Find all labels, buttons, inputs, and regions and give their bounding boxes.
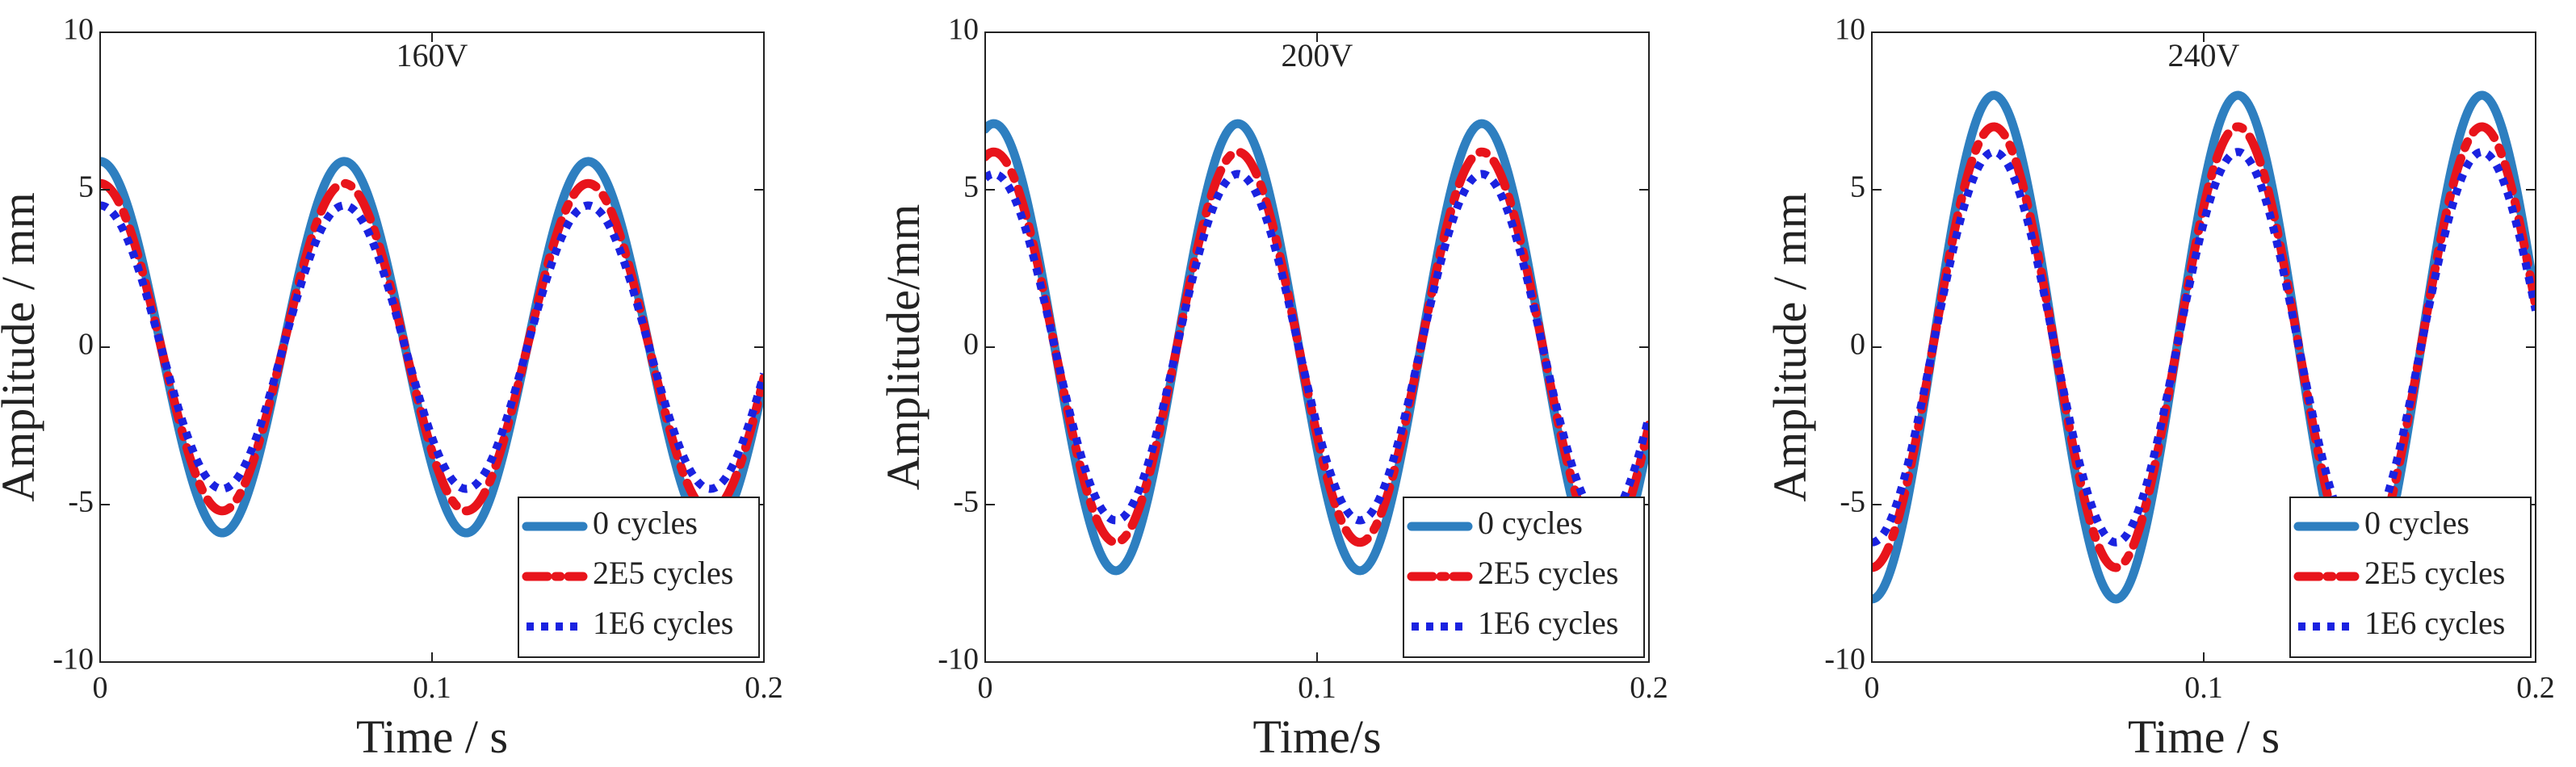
panel-title: 160V xyxy=(396,37,468,73)
y-tick-label: -10 xyxy=(938,643,979,677)
legend-label: 0 cycles xyxy=(593,505,698,541)
x-tick-label: 0.1 xyxy=(2184,671,2223,705)
series-line-chart-data.2.series.1 xyxy=(1872,122,2536,572)
x-tick-label: 0 xyxy=(978,671,993,705)
x-axis-label: Time/s xyxy=(1252,710,1381,763)
series-group xyxy=(985,119,1649,576)
legend-label: 2E5 cycles xyxy=(2364,555,2505,591)
y-tick-label: 5 xyxy=(963,170,979,204)
legend: 0 cycles 2E5 cycles 1E6 cycles xyxy=(2289,497,2532,658)
series-line-chart-data.0.series.2 xyxy=(100,201,764,493)
legend: 0 cycles 2E5 cycles 1E6 cycles xyxy=(518,497,760,658)
legend-label: 1E6 cycles xyxy=(2364,605,2505,641)
legend-label: 2E5 cycles xyxy=(1478,555,1618,591)
y-tick-label: -10 xyxy=(52,643,94,677)
x-tick-label: 0.2 xyxy=(2516,671,2555,705)
y-axis-label: Amplitude/mm xyxy=(877,204,929,490)
legend: 0 cycles 2E5 cycles 1E6 cycles xyxy=(1403,497,1645,658)
y-tick-label: 10 xyxy=(63,13,94,47)
y-tick-label: -5 xyxy=(1840,485,1865,519)
legend-label: 0 cycles xyxy=(1478,505,1583,541)
y-tick-label: 0 xyxy=(963,328,979,362)
legend-label: 1E6 cycles xyxy=(593,605,733,641)
x-axis-label: Time / s xyxy=(356,710,508,763)
y-tick-label: 0 xyxy=(1850,328,1865,362)
panel-title: 200V xyxy=(1282,37,1353,73)
y-tick-label: -5 xyxy=(68,485,94,519)
x-tick-label: 0.2 xyxy=(745,671,783,705)
chart-panel-1: -10 -5 0 5 10 0 0.1 0.2 160V Time / s Amplitude / … xyxy=(0,13,783,763)
legend-label: 1E6 cycles xyxy=(1478,605,1618,641)
x-tick-label: 0 xyxy=(1865,671,1880,705)
chart-panel-3: -10 -5 0 5 10 0 0.1 0.2 240V Time / s Amplitude / … xyxy=(1764,13,2555,763)
series-group xyxy=(100,157,764,538)
y-tick-label: 0 xyxy=(78,328,94,362)
chart-panel-2: -10 -5 0 5 10 0 0.1 0.2 200V Time/s Amplitude/mm 0 … xyxy=(877,13,1668,763)
legend-label: 2E5 cycles xyxy=(593,555,733,591)
x-tick-label: 0 xyxy=(93,671,108,705)
y-axis-label: Amplitude / mm xyxy=(0,192,44,501)
x-tick-label: 0.2 xyxy=(1630,671,1668,705)
y-tick-label: 10 xyxy=(948,13,979,47)
series-line-chart-data.1.series.1 xyxy=(985,147,1649,547)
y-tick-label: 5 xyxy=(1850,170,1865,204)
y-tick-label: -10 xyxy=(1824,643,1865,677)
series-line-chart-data.2.series.2 xyxy=(1872,148,2536,547)
x-tick-label: 0.1 xyxy=(1298,671,1336,705)
x-tick-label: 0.1 xyxy=(413,671,451,705)
y-axis-label: Amplitude / mm xyxy=(1764,192,1816,501)
x-axis-label: Time / s xyxy=(2128,710,2280,763)
series-group xyxy=(1872,90,2536,604)
series-line-chart-data.1.series.2 xyxy=(985,170,1649,525)
legend-label: 0 cycles xyxy=(2364,505,2469,541)
y-tick-label: 10 xyxy=(1835,13,1865,47)
series-line-chart-data.0.series.0 xyxy=(100,157,764,538)
panel-title: 240V xyxy=(2168,37,2240,73)
y-tick-label: -5 xyxy=(953,485,979,519)
y-tick-label: 5 xyxy=(78,170,94,204)
